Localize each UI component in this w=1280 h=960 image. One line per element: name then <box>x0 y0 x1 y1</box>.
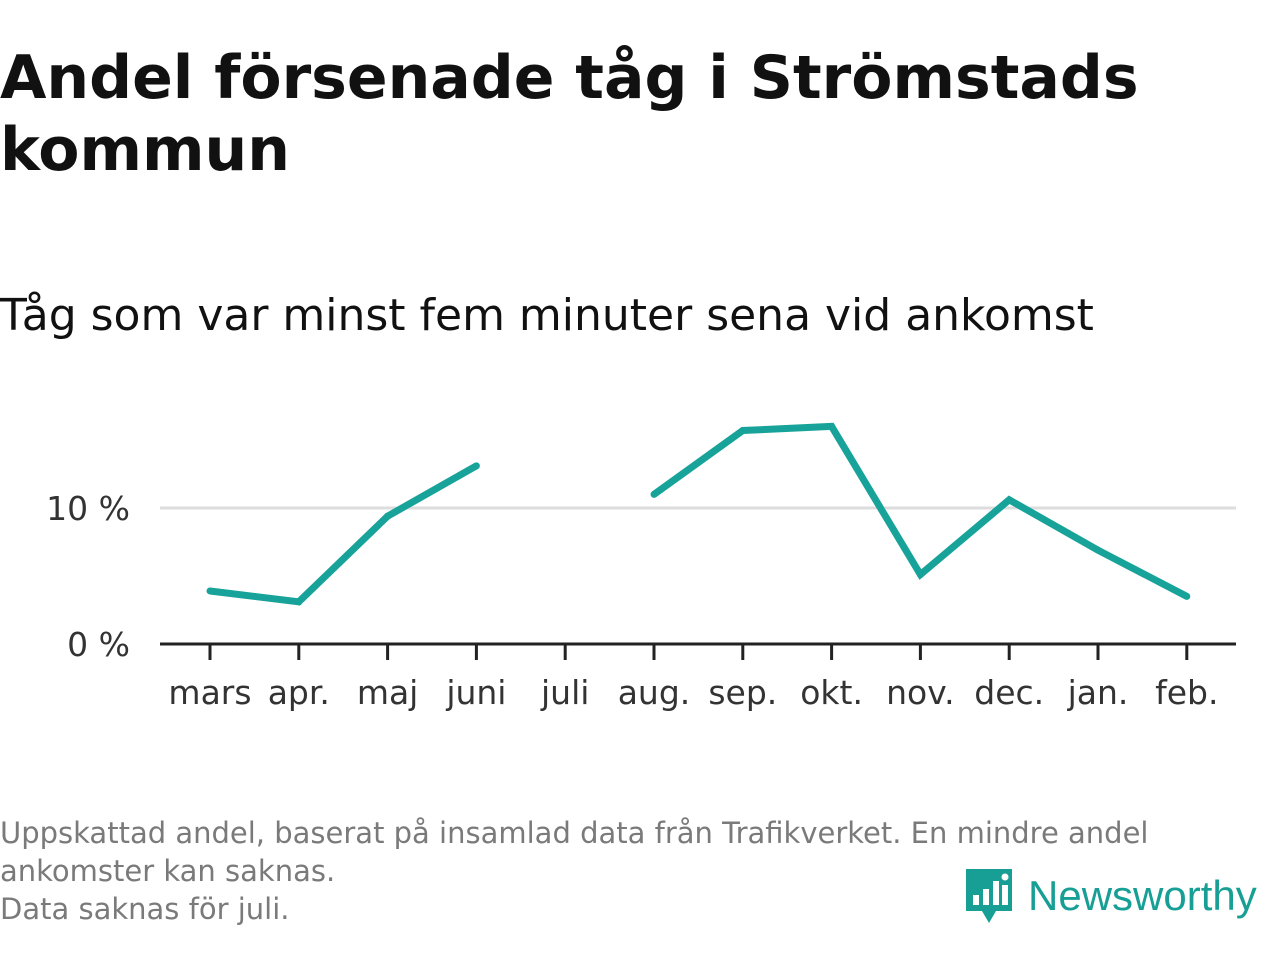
brand-logo: Newsworthy <box>964 864 1257 928</box>
chart-subtitle: Tåg som var minst fem minuter sena vid a… <box>0 290 1094 341</box>
x-tick-label: apr. <box>268 673 330 712</box>
series-lines <box>206 422 1191 606</box>
footnote-line-3: Data saknas för juli. <box>0 892 290 926</box>
x-tick-label: feb. <box>1155 673 1218 712</box>
x-tick-label: okt. <box>800 673 863 712</box>
data-point-okt <box>828 422 836 430</box>
data-point-apr <box>295 598 303 606</box>
newsworthy-logo-icon <box>966 869 1012 923</box>
data-point-nov <box>916 571 924 579</box>
chart-title: Andel försenade tåg i Strömstads kommun <box>0 43 1139 185</box>
y-tick-label: 10 % <box>46 489 130 528</box>
data-point-juni <box>472 462 480 470</box>
series-line-segment-1 <box>209 462 479 606</box>
x-tick-label: jan. <box>1067 673 1129 712</box>
x-tick-label: aug. <box>618 673 691 712</box>
data-point-jan <box>1094 546 1102 554</box>
x-tick-label: maj <box>357 673 419 712</box>
data-point-feb <box>1183 592 1191 600</box>
x-axis <box>160 642 1236 660</box>
data-point-maj <box>384 512 392 520</box>
y-axis-labels: 0 % 10 % <box>46 489 130 664</box>
footnote-line-2: ankomster kan saknas. <box>0 854 336 888</box>
data-point-mars <box>206 587 214 595</box>
y-tick-label: 0 % <box>67 625 130 664</box>
data-point-aug <box>650 490 658 498</box>
data-point-sep <box>739 426 747 434</box>
footnote: Uppskattad andel, baserat på insamlad da… <box>0 814 1270 928</box>
brand-name: Newsworthy <box>1028 872 1257 919</box>
x-tick-label: juli <box>540 673 589 712</box>
footnote-line-1: Uppskattad andel, baserat på insamlad da… <box>0 816 1149 850</box>
x-tick-label: sep. <box>708 673 777 712</box>
x-tick-label: dec. <box>974 673 1044 712</box>
series-line-segment-2 <box>651 422 1189 600</box>
x-tick-label: mars <box>168 673 251 712</box>
x-tick-label: juni <box>445 673 506 712</box>
x-tick-label: nov. <box>886 673 955 712</box>
data-point-dec <box>1005 496 1013 504</box>
x-axis-labels: mars apr. maj juni juli aug. sep. okt. nov. dec. j… <box>168 673 1218 712</box>
